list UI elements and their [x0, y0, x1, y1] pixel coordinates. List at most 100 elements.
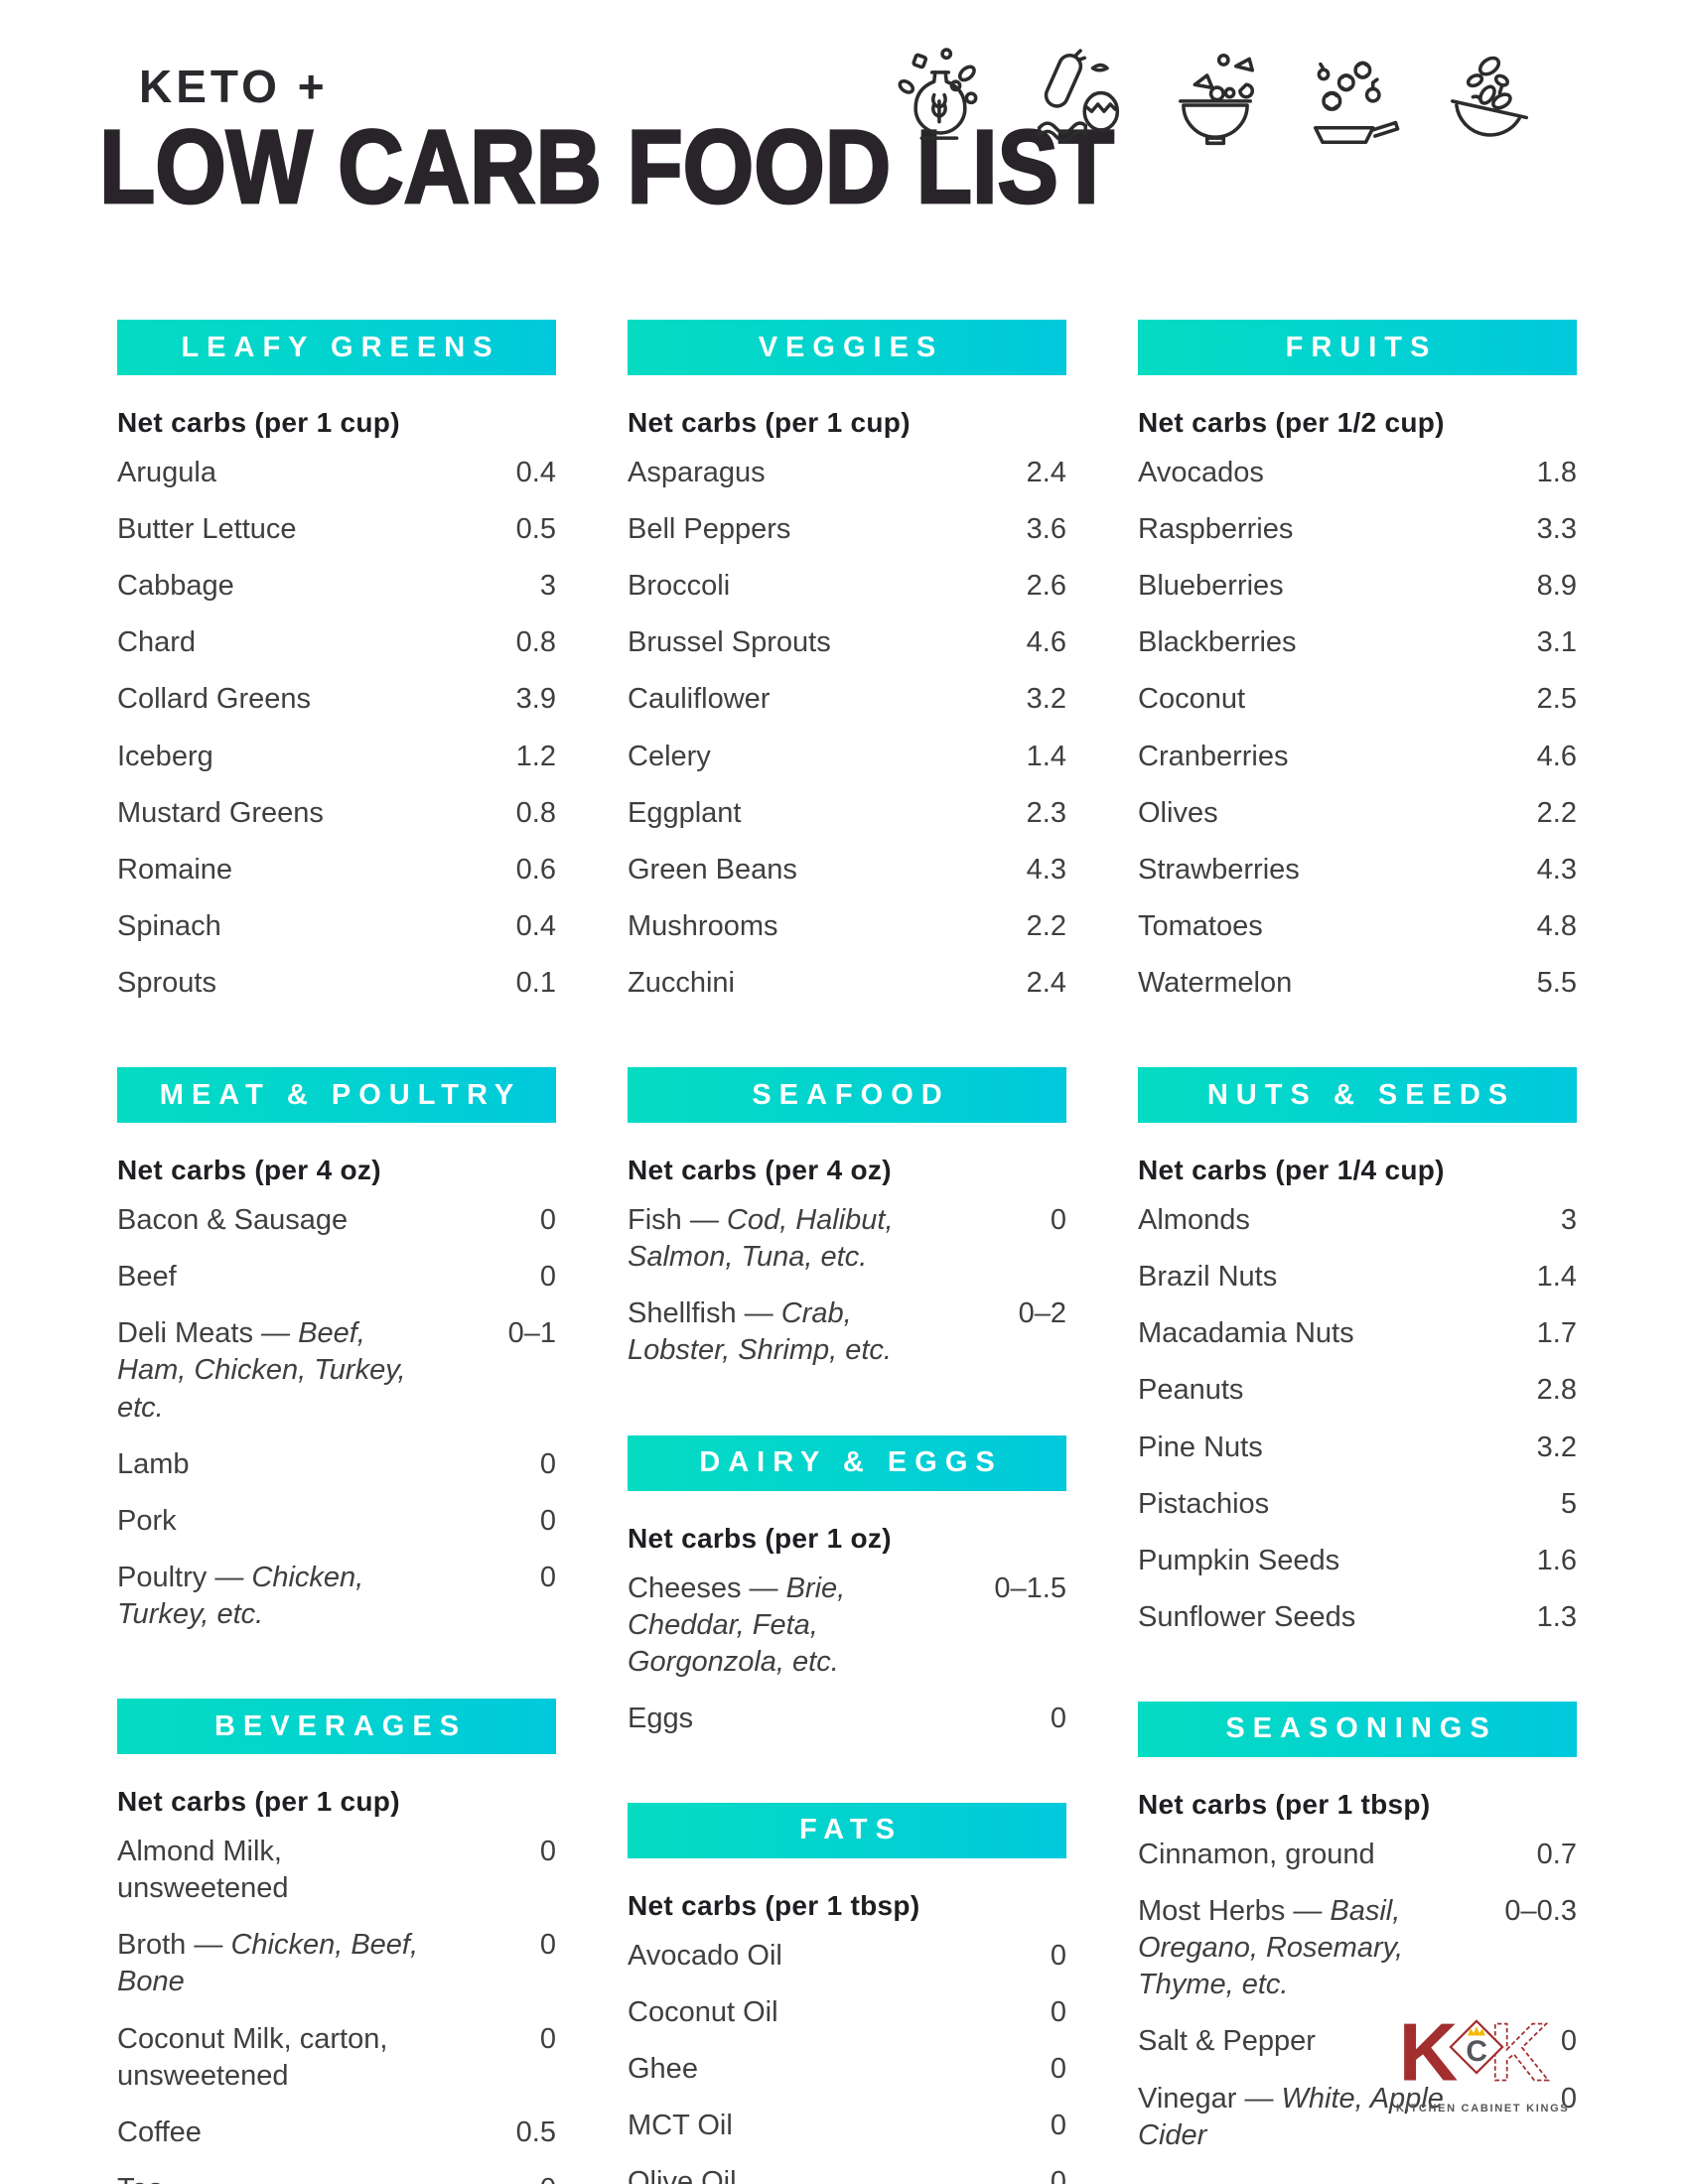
food-name-text: Coconut Oil: [628, 1996, 778, 2029]
food-name: Almond Milk, unsweetened: [117, 1834, 433, 1907]
food-row: Blackberries 3.1: [1138, 614, 1577, 671]
food-name-text: Ghee: [628, 2053, 698, 2086]
food-row: Avocados 1.8: [1138, 445, 1577, 501]
food-value: 8.9: [1536, 570, 1577, 603]
food-row: Mushrooms 2.2: [628, 898, 1066, 955]
food-value: 4.6: [1026, 626, 1066, 659]
food-row: Green Beans 4.3: [628, 842, 1066, 898]
food-name: Eggs: [628, 1701, 693, 1737]
food-name-text: Coffee: [117, 2116, 202, 2148]
section-banner: SEAFOOD: [628, 1067, 1066, 1124]
svg-text:K: K: [1399, 2010, 1459, 2098]
food-name-text: Eggs: [628, 1702, 694, 1734]
food-name-text: Blackberries: [1138, 626, 1297, 659]
food-name-text: Pine Nuts: [1138, 1431, 1263, 1463]
food-name-text: Most Herbs —: [1138, 1895, 1331, 1928]
food-name: Arugula: [117, 455, 216, 491]
food-value: 0.1: [515, 966, 556, 999]
section-banner: BEVERAGES: [117, 1699, 556, 1755]
food-value: 0: [539, 1929, 556, 1962]
food-name-text: Raspberries: [1138, 513, 1294, 546]
food-value: 0.4: [515, 457, 556, 488]
food-row: MCT Oil 0: [628, 2098, 1066, 2154]
food-row: Brazil Nuts 1.4: [1138, 1249, 1577, 1305]
food-value: 4.3: [1536, 853, 1577, 886]
unit-label: Net carbs (per 1 cup): [117, 407, 400, 438]
food-row: Arugula 0.4: [117, 445, 556, 501]
food-value: 3.2: [1536, 1431, 1577, 1463]
food-name-text: Lamb: [117, 1447, 190, 1480]
food-value: 2.2: [1026, 909, 1066, 942]
food-row: Vinegar — White, Apple Cider 0: [1138, 2071, 1577, 2164]
food-name-text: Peanuts: [1138, 1374, 1244, 1407]
food-name: Blackberries: [1138, 624, 1297, 661]
food-row: Ghee 0: [628, 2041, 1066, 2098]
food-name-text: Avocados: [1138, 457, 1264, 488]
section-banner: SEASONINGS: [1138, 1701, 1577, 1757]
food-name-text: Coconut Milk, carton, unsweetened: [117, 2022, 388, 2092]
food-name: Mustard Greens: [117, 795, 324, 832]
food-name-detail: Beef, Ham, Chicken, Turkey, etc.: [117, 1317, 406, 1424]
food-name: Peanuts: [1138, 1372, 1243, 1409]
section-beverages: BEVERAGES Net carbs (per 1 cup) Almond Mil…: [117, 1699, 556, 2184]
section-seafood: SEAFOOD Net carbs (per 4 oz) Fish — Cod, H…: [628, 1067, 1066, 1379]
food-name-text: Mushrooms: [628, 909, 778, 942]
food-name-text: Almonds: [1138, 1204, 1250, 1237]
food-name: Cauliflower: [628, 681, 770, 718]
food-row: Avocado Oil 0: [628, 1928, 1066, 1984]
food-row: Macadamia Nuts 1.7: [1138, 1305, 1577, 1362]
food-name-text: Cheeses —: [628, 1571, 786, 1604]
food-name-detail: Chicken, Beef, Bone: [117, 1929, 419, 1998]
food-row: Pine Nuts 3.2: [1138, 1420, 1577, 1476]
food-name-text: Broccoli: [628, 570, 731, 603]
food-name-text: Zucchini: [628, 966, 735, 999]
food-value: 2.6: [1026, 570, 1066, 603]
unit-label: Net carbs (per 1 tbsp): [1138, 1788, 1431, 1820]
food-name: Poultry — Chicken, Turkey, etc.: [117, 1560, 433, 1633]
food-name: Beef: [117, 1259, 177, 1296]
food-name: Collard Greens: [117, 681, 311, 718]
food-name: Eggplant: [628, 795, 742, 832]
logo-caption: KITCHEN CABINET KINGS: [1396, 2103, 1570, 2115]
vegetable-pan-icon: [1313, 61, 1400, 145]
food-row: Cranberries 4.6: [1138, 729, 1577, 785]
food-value: 0.6: [515, 853, 556, 886]
food-row: Fish — Cod, Halibut, Salmon, Tuna, etc. 0: [628, 1192, 1066, 1286]
food-value: 2.3: [1026, 796, 1066, 829]
food-name-text: Spinach: [117, 909, 221, 942]
food-name-text: Brazil Nuts: [1138, 1261, 1278, 1294]
unit-label: Net carbs (per 1 cup): [628, 407, 911, 438]
unit-label: Net carbs (per 1 tbsp): [628, 1889, 920, 1921]
food-value: 1.4: [1536, 1261, 1577, 1294]
section-leafy-greens: LEAFY GREENS Net carbs (per 1 cup) Arugula…: [117, 320, 556, 1012]
food-row: Sunflower Seeds 1.3: [1138, 1589, 1577, 1646]
unit-label: Net carbs (per 4 oz): [628, 1155, 892, 1186]
food-name: Sprouts: [117, 965, 216, 1002]
section-veggies: VEGGIES Net carbs (per 1 cup) Asparagus 2.4…: [628, 320, 1066, 1012]
food-name: Strawberries: [1138, 852, 1300, 888]
section-fats: FATS Net carbs (per 1 tbsp) Avocado Oil 0 Co…: [628, 1802, 1066, 2184]
food-name-text: Olive Oil: [628, 2166, 737, 2184]
food-name: Most Herbs — Basil, Oregano, Rosemary, T…: [1138, 1893, 1454, 2003]
section-banner: MEAT & POULTRY: [117, 1067, 556, 1124]
food-row: Sprouts 0.1: [117, 955, 556, 1012]
food-name: MCT Oil: [628, 2108, 733, 2144]
section-banner: LEAFY GREENS: [117, 320, 556, 375]
food-row: Asparagus 2.4: [628, 445, 1066, 501]
food-row: Broth — Chicken, Beef, Bone 0: [117, 1917, 556, 2010]
food-name-text: Cranberries: [1138, 740, 1289, 772]
food-row: Coconut Oil 0: [628, 1984, 1066, 2041]
food-value: 0: [540, 2171, 556, 2184]
food-name: Tomatoes: [1138, 908, 1263, 945]
food-name-text: Fish —: [628, 1204, 727, 1237]
sausage-bacon-egg-icon: [1037, 49, 1120, 143]
food-value: 0: [539, 1204, 556, 1237]
food-name: Cinnamon, ground: [1138, 1837, 1375, 1873]
food-name-text: Asparagus: [628, 457, 766, 488]
food-name-text: Collard Greens: [117, 683, 312, 716]
section-banner: VEGGIES: [628, 320, 1066, 375]
food-name: Cabbage: [117, 568, 234, 605]
food-row: Collard Greens 3.9: [117, 671, 556, 728]
food-name-text: Deli Meats —: [117, 1317, 299, 1350]
